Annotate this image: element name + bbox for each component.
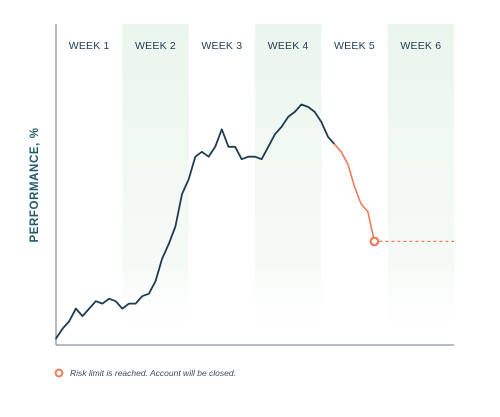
- risk-series-line: [333, 143, 376, 243]
- legend-text: Risk limit is reached. Account will be c…: [70, 368, 236, 378]
- week-label-5: WEEK 5: [334, 40, 375, 52]
- week-label-1: WEEK 1: [69, 40, 110, 52]
- series-lines: [55, 103, 454, 340]
- legend-marker-icon: [54, 368, 64, 378]
- week-label-2: WEEK 2: [135, 40, 176, 52]
- legend: Risk limit is reached. Account will be c…: [54, 368, 236, 378]
- week-label-4: WEEK 4: [268, 40, 309, 52]
- week-band-2: [122, 24, 189, 345]
- week-bands: [122, 24, 454, 345]
- week-band-6: [387, 24, 454, 345]
- risk-limit-point: [369, 236, 380, 247]
- week-band-4: [255, 24, 322, 345]
- week-labels: WEEK 1 WEEK 2 WEEK 3 WEEK 4 WEEK 5 WEEK 6: [69, 40, 441, 52]
- week-label-3: WEEK 3: [201, 40, 242, 52]
- week-label-6: WEEK 6: [400, 40, 441, 52]
- y-axis-label: PERFORMANCE, %: [29, 127, 41, 242]
- main-series-line: [55, 103, 336, 340]
